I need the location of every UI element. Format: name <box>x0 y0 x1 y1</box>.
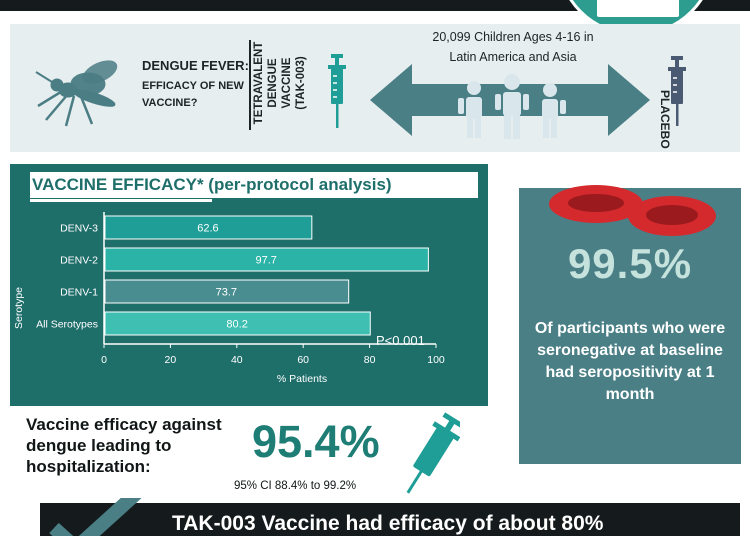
x-tick-label: 0 <box>101 354 107 366</box>
efficacy-bar-chart: Serotype 62.6 DENV-3 97.7 DENV-2 73.7 DENV-1 8… <box>13 212 445 385</box>
vaccine-name: TETRAVALENT DENGUE VACCINE (TAK-003) <box>253 41 307 125</box>
checkmark-icon <box>49 498 142 536</box>
bar-denv-3 <box>104 215 313 240</box>
chart-title-box <box>30 172 478 198</box>
category-label: DENV-2 <box>60 255 98 267</box>
p-value-annotation: P<0.001 <box>376 333 425 348</box>
conclusion-text: TAK-003 Vaccine had efficacy of about 80… <box>172 512 604 535</box>
dengue-title: DENGUE FEVER: <box>142 58 249 73</box>
conclusion-bar <box>40 503 740 536</box>
bar-value-label: 62.6 <box>197 223 218 235</box>
seropositivity-panel <box>519 188 741 464</box>
syringe-icon <box>328 54 346 128</box>
category-label: DENV-3 <box>60 223 98 235</box>
chart-title: VACCINE EFFICACY* (per-protocol analysis… <box>32 175 392 194</box>
x-tick-label: 60 <box>297 354 309 366</box>
population-text: 20,099 Children Ages 4-16 in Latin Ameri… <box>388 27 638 67</box>
children-icon <box>458 74 566 139</box>
hospitalization-label: Vaccine efficacy against dengue leading … <box>26 415 222 476</box>
divider <box>249 40 251 130</box>
category-label: All Serotypes <box>36 319 98 331</box>
dengue-subtitle: EFFICACY OF NEW VACCINE? <box>142 80 244 109</box>
placebo-label: PLACEBO <box>658 90 672 149</box>
x-tick-label: 100 <box>427 354 445 366</box>
population-line-1: 20,099 Children Ages 4-16 in <box>432 30 594 44</box>
red-blood-cell-icon <box>549 185 716 236</box>
seropositivity-text: Of participants who were seronegative at… <box>534 320 726 403</box>
seropositivity-value: 99.5% <box>567 240 693 287</box>
chart-title-rule <box>30 199 212 202</box>
top-bar <box>0 0 750 11</box>
hospitalization-value: 95.4% <box>252 416 380 467</box>
bar-value-label: 97.7 <box>255 255 276 267</box>
syringe-icon <box>668 56 686 126</box>
bar-value-label: 73.7 <box>216 287 237 299</box>
bar-value-label: 80.2 <box>226 319 247 331</box>
x-tick-label: 80 <box>364 354 376 366</box>
syringe-icon <box>406 412 460 494</box>
y-axis-label: Serotype <box>13 287 25 329</box>
x-tick-label: 20 <box>165 354 177 366</box>
population-line-2: Latin America and Asia <box>449 50 577 64</box>
bar-denv-2 <box>104 247 429 272</box>
hospitalization-ci: 95% CI 88.4% to 99.2% <box>234 480 357 492</box>
category-label: DENV-1 <box>60 287 98 299</box>
bar-all-serotypes <box>104 311 371 336</box>
mosquito-icon <box>35 60 118 127</box>
bar-denv-1 <box>104 279 350 304</box>
x-tick-label: 40 <box>231 354 243 366</box>
x-axis-label: % Patients <box>277 373 327 385</box>
